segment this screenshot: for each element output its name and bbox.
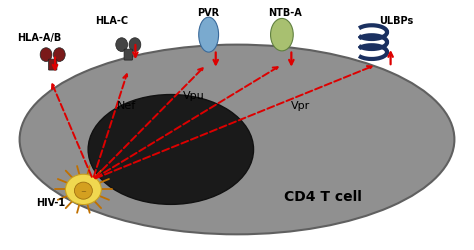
- Text: HIV-1: HIV-1: [36, 197, 65, 207]
- Text: Vpr: Vpr: [292, 100, 310, 110]
- Ellipse shape: [54, 48, 65, 62]
- Text: Nef: Nef: [117, 100, 136, 110]
- Ellipse shape: [74, 182, 92, 200]
- Text: Vpu: Vpu: [182, 90, 204, 100]
- Text: CD4 T cell: CD4 T cell: [284, 190, 362, 203]
- Ellipse shape: [271, 19, 293, 52]
- Text: PVR: PVR: [197, 8, 219, 18]
- Ellipse shape: [19, 46, 455, 234]
- Text: HLA-C: HLA-C: [95, 16, 128, 26]
- Text: NTB-A: NTB-A: [268, 8, 301, 18]
- Text: ~: ~: [81, 188, 86, 194]
- Ellipse shape: [40, 48, 52, 62]
- Ellipse shape: [116, 38, 128, 52]
- FancyBboxPatch shape: [124, 50, 133, 61]
- Text: HLA-A/B: HLA-A/B: [17, 33, 62, 43]
- Ellipse shape: [129, 38, 141, 52]
- FancyBboxPatch shape: [48, 60, 57, 71]
- Ellipse shape: [65, 174, 101, 205]
- Text: ULBPs: ULBPs: [379, 16, 413, 26]
- Ellipse shape: [199, 18, 219, 53]
- Ellipse shape: [88, 95, 254, 204]
